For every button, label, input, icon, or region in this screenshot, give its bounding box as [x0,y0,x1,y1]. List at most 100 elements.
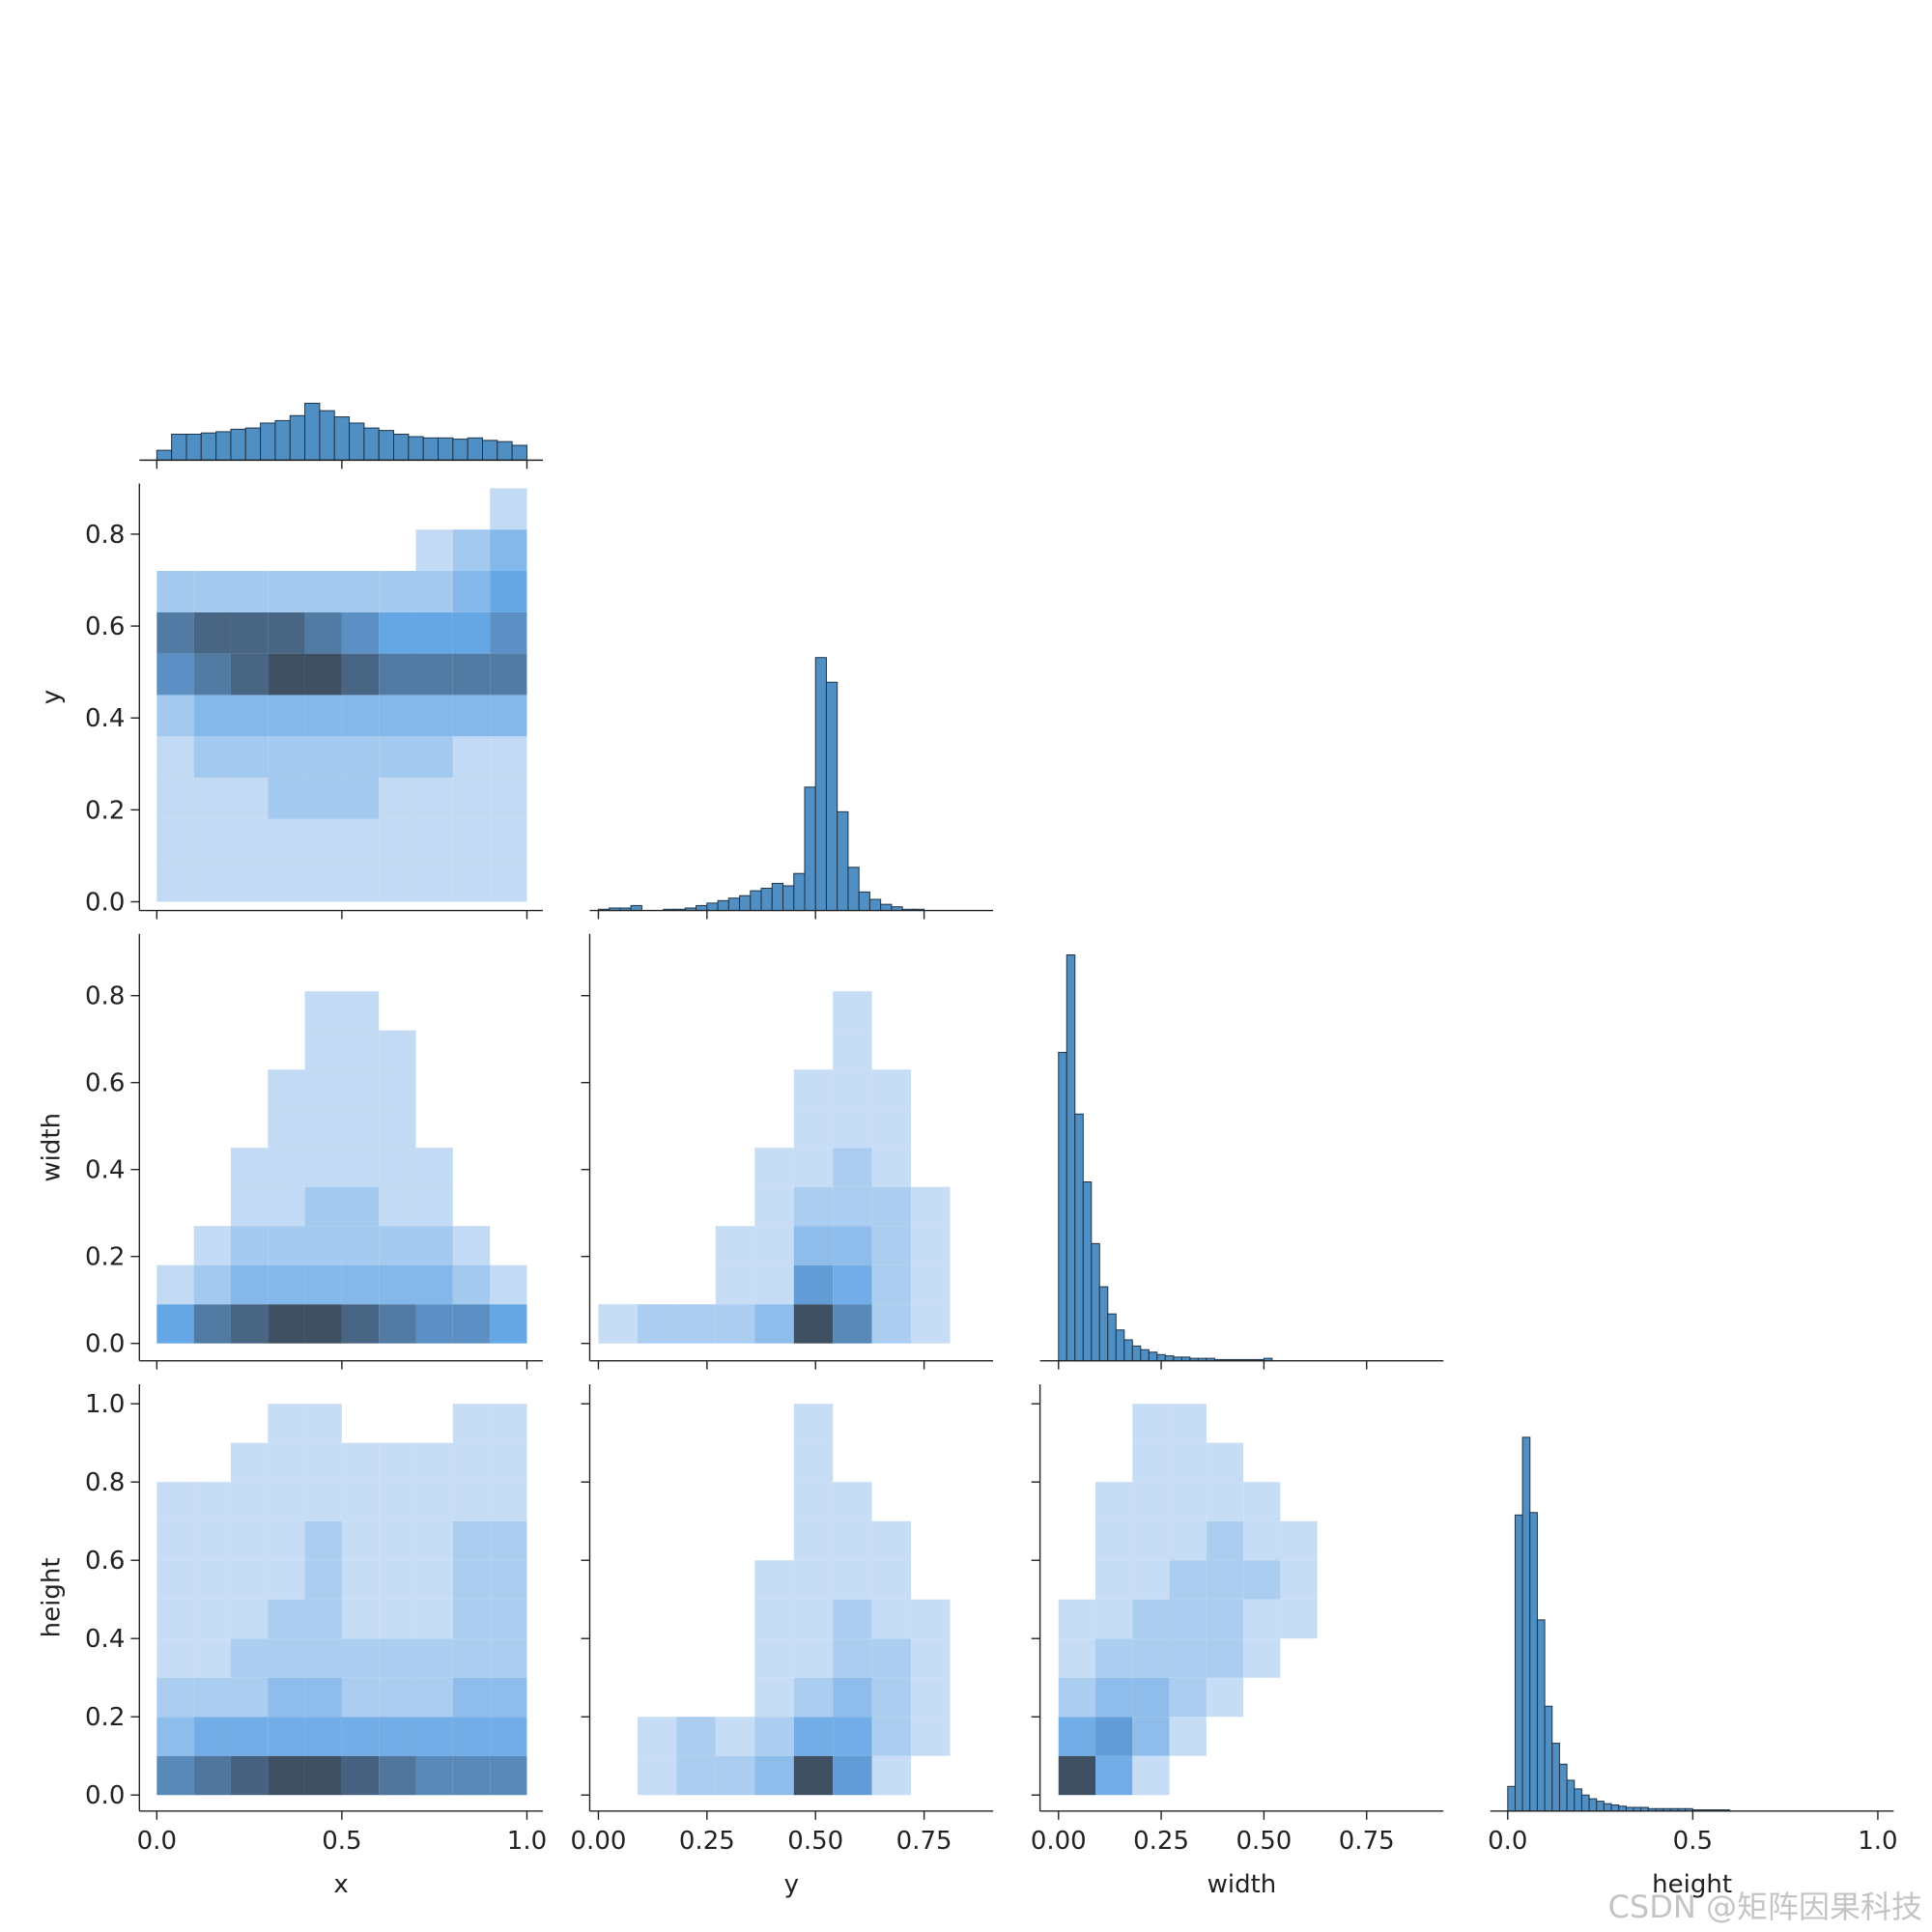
density-cell [638,1187,676,1226]
density-cell [268,529,304,571]
hist-bar [349,422,365,461]
density-cell [231,1109,268,1148]
density-cell [305,488,342,529]
density-cell [453,488,490,529]
density-cell [715,1755,755,1796]
density-cell [598,1717,637,1756]
density-cell [638,1600,676,1639]
density-cell [598,1187,637,1226]
density-cell [911,1226,951,1265]
density-cell [156,736,194,779]
density-cell [1059,1521,1095,1561]
density-cell [193,860,231,902]
x-tick-label: 0.75 [1339,1827,1395,1856]
density-cell [230,1717,269,1756]
density-cell [1206,1599,1244,1639]
density-cell [1206,1442,1244,1483]
density-cell [341,1717,380,1756]
density-cell [872,991,911,1030]
density-cell [490,529,527,572]
density-cell [415,611,453,654]
density-cell [911,1638,951,1678]
hist-bar [1098,1286,1109,1362]
density-cell [194,529,231,571]
density-cell [156,571,194,612]
density-cell [676,1482,715,1521]
density-cell [1058,1638,1096,1678]
density-cell [872,1443,911,1483]
hist-bar [438,437,454,461]
density-cell [676,1187,715,1226]
x-tick-label: 0.5 [322,1827,361,1856]
density-cell [1095,1560,1133,1600]
density-cell [304,1638,342,1678]
density-cell [490,818,527,861]
density-cell [379,653,416,696]
density-cell [833,1482,872,1521]
density-cell [452,571,491,612]
density-cell [754,1404,793,1443]
density-cell [194,1031,231,1069]
hist-bar [481,440,498,461]
density-cell [716,952,754,991]
hist-bar [378,430,395,461]
density-cell [676,1031,715,1069]
density-cell [341,818,380,861]
density-cell [156,1031,193,1069]
hist-bar [274,419,291,461]
density-cell [490,736,527,779]
density-cell [230,1560,269,1600]
density-cell [453,1069,490,1108]
density-cell [1280,1678,1317,1718]
hist-bar [696,904,708,912]
density-cell [231,1404,268,1443]
hist-bar [260,422,276,461]
hist-bar [717,899,729,912]
density-cell [379,695,416,737]
density-cell [951,991,989,1030]
density-cell [793,1148,834,1187]
density-cell [230,860,269,902]
density-cell [415,1148,453,1187]
hist-bar [1618,1805,1627,1812]
density-cell [676,1226,715,1264]
hist-bar [393,433,410,461]
density-cell [230,1148,269,1187]
density-cell [598,1560,637,1600]
density-cell [231,952,268,991]
density-cell [156,860,194,902]
density-cell [304,1186,342,1227]
density-cell [490,778,527,819]
density-cell [304,1677,342,1718]
density-cell [231,1069,268,1108]
density-cell [416,952,453,991]
density-cell [637,1717,677,1756]
density-cell [268,818,305,861]
density-cell [951,1404,989,1443]
hist-bar [837,810,849,912]
density-cell [341,1482,380,1521]
hist-bar [171,433,187,461]
density-cell [1354,1404,1391,1443]
density-cell [490,571,527,612]
density-cell [911,1717,951,1756]
density-cell [452,1304,491,1344]
hist-bar [1574,1788,1582,1812]
density-cell [871,1599,912,1639]
density-cell [156,695,194,737]
density-cell [676,1638,715,1678]
density-cell [452,1442,491,1483]
density-cell [453,1031,490,1069]
density-cell [379,571,416,612]
density-cell [871,1717,912,1756]
density-cell [754,1599,794,1639]
x-axis-label: y [784,1870,799,1899]
x-tick-label: 0.5 [1673,1827,1713,1856]
density-cell [341,611,380,654]
hist-bar [200,432,217,461]
density-cell [1207,1717,1243,1756]
y-tick-label: 0.6 [85,612,125,641]
density-cell [1354,1678,1391,1718]
hist-bar [408,436,424,461]
hist-bar [1536,1619,1546,1812]
